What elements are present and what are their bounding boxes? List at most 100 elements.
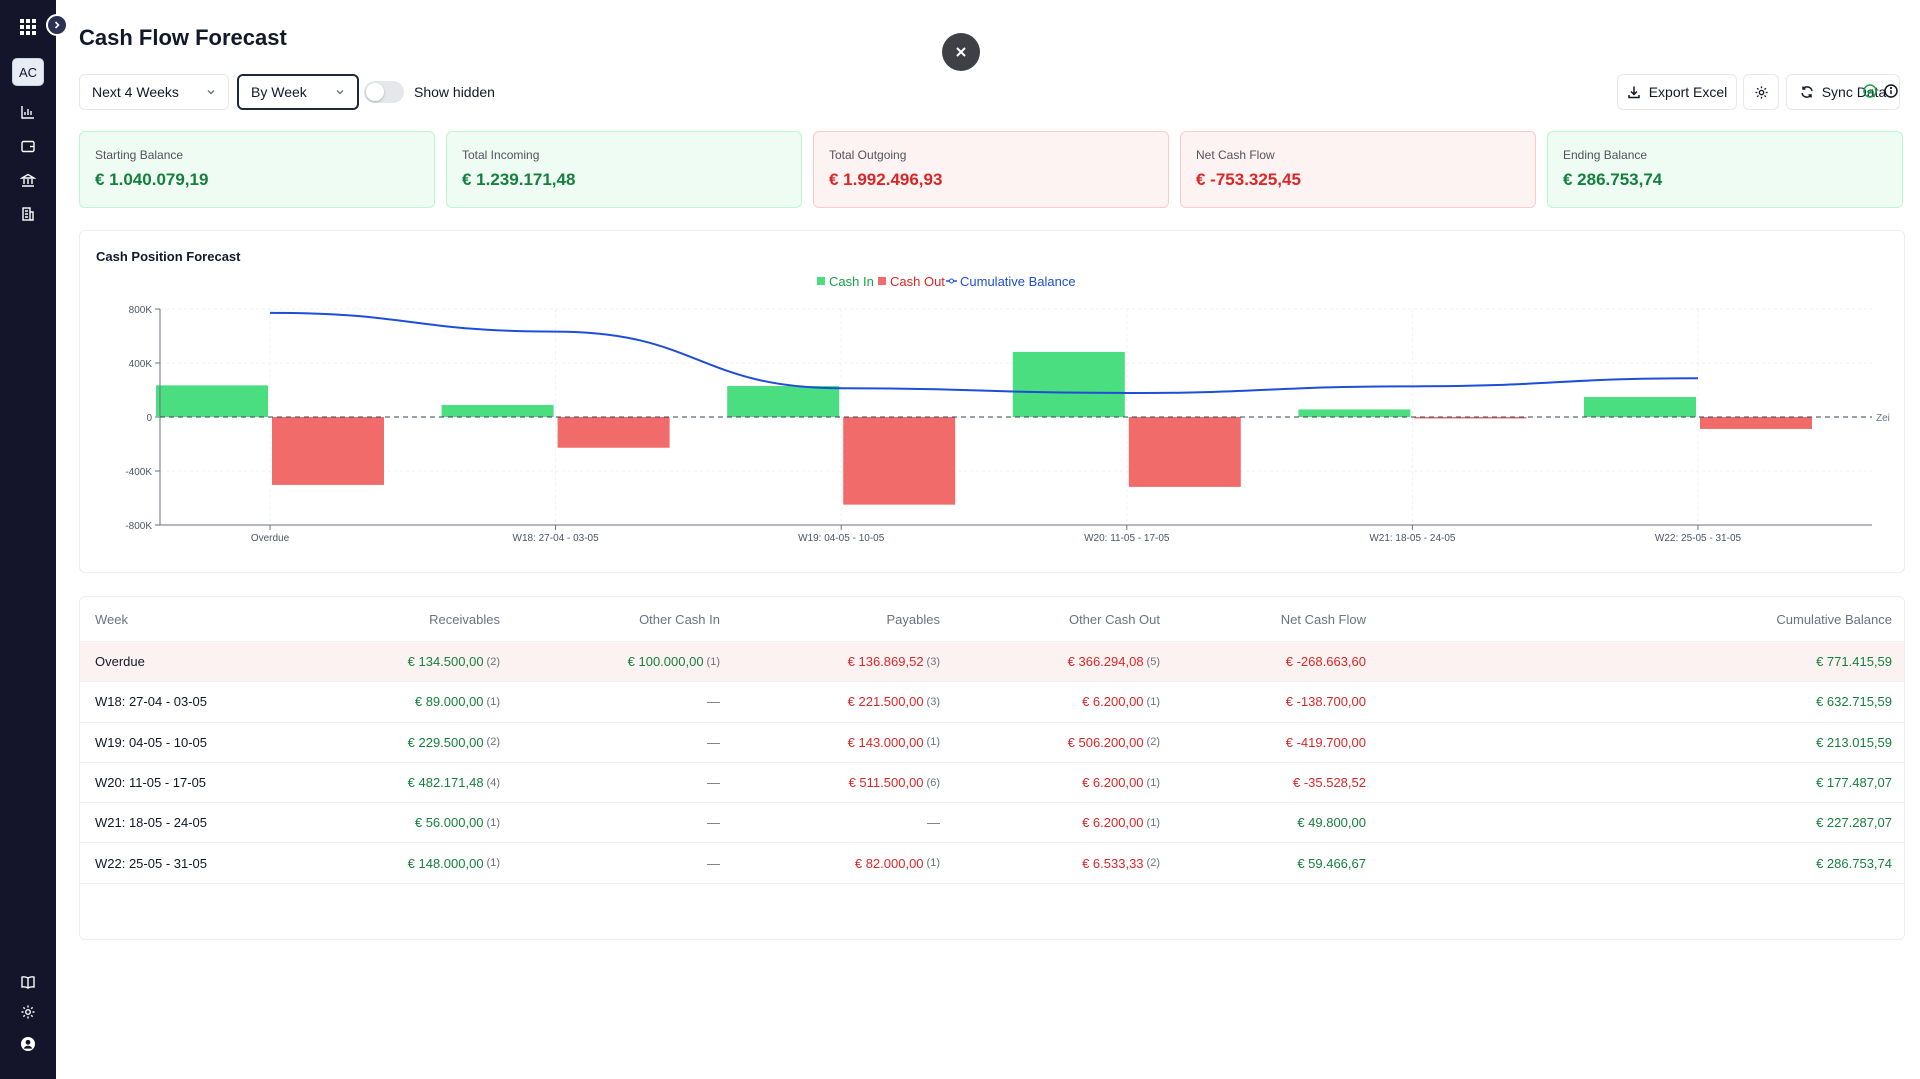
other-in-cell: — [500, 763, 720, 802]
cash-out-bar [557, 417, 670, 448]
card-value: € 1.239.171,48 [462, 170, 576, 189]
column-header[interactable]: Week [95, 611, 128, 627]
other-out-value: € 6.200,00 [1082, 694, 1144, 710]
table-row[interactable]: W20: 11-05 - 17-05 € 482.171,48 (4) — € 511.… [80, 763, 1904, 804]
card-value: € 1.992.496,93 [829, 170, 943, 189]
show-hidden-toggle[interactable] [364, 81, 404, 103]
count-badge: (1) [926, 857, 940, 870]
column-header[interactable]: Receivables [429, 611, 500, 627]
other-out-cell: € 6.200,00 (1) [940, 682, 1160, 721]
x-tick-label: W20: 11-05 - 17-05 [1084, 533, 1170, 544]
gear-icon[interactable] [14, 998, 42, 1026]
legend-label: Cumulative Balance [960, 274, 1076, 289]
count-badge: (3) [926, 655, 940, 668]
other-in-value: € 100.000,00 [627, 654, 704, 670]
net-cell: € -419.700,00 [1160, 723, 1366, 762]
x-tick-label: W21: 18-05 - 24-05 [1369, 533, 1456, 544]
cash-out-bar [843, 417, 956, 505]
net-cash-flow-card: Net Cash Flow € -753.325,45 [1180, 131, 1536, 208]
count-badge: (2) [486, 655, 500, 668]
settings-button[interactable] [1743, 74, 1779, 110]
avatar[interactable]: AC [12, 58, 44, 86]
y-tick-label: 800K [129, 305, 153, 316]
buildings-icon[interactable] [14, 200, 42, 228]
apps-grid-icon[interactable] [14, 13, 42, 41]
count-badge: (1) [706, 655, 720, 668]
week-cell: W18: 27-04 - 03-05 [95, 682, 295, 721]
legend-label: Cash In [829, 274, 874, 289]
column-header[interactable]: Other Cash In [639, 611, 720, 627]
other-in-value: — [707, 734, 720, 750]
column-header[interactable]: Net Cash Flow [1280, 611, 1366, 627]
other-in-cell: — [500, 723, 720, 762]
count-badge: (2) [1146, 857, 1160, 870]
count-badge: (4) [486, 776, 500, 789]
wallet-icon[interactable] [14, 132, 42, 160]
payables-value: € 143.000,00 [847, 734, 924, 750]
sidebar: AC [0, 0, 56, 1079]
other-in-value: — [707, 775, 720, 791]
receivables-value: € 482.171,48 [407, 775, 484, 791]
cash-out-bar [1128, 417, 1241, 487]
y-tick-label: -800K [125, 521, 152, 532]
payables-cell: — [720, 803, 940, 842]
week-value: W20: 11-05 - 17-05 [95, 775, 207, 791]
bank-icon[interactable] [14, 166, 42, 194]
net-cell: € -268.663,60 [1160, 642, 1366, 681]
group-select[interactable]: By Week [237, 74, 359, 110]
other-in-value: — [707, 815, 720, 831]
payables-value: € 511.500,00 [848, 775, 924, 791]
cumulative-value: € 227.287,07 [1816, 815, 1892, 831]
week-cell: W21: 18-05 - 24-05 [95, 803, 295, 842]
other-out-value: € 6.533,33 [1082, 855, 1144, 871]
bar-chart-icon[interactable] [14, 98, 42, 126]
receivables-value: € 134.500,00 [407, 654, 484, 670]
cash-out-bar [272, 417, 384, 485]
close-icon [956, 47, 966, 57]
info-icon[interactable] [1884, 84, 1898, 98]
table-header-row: Week Receivables Other Cash In Payables Othe… [80, 597, 1904, 642]
net-value: € 49.800,00 [1297, 815, 1366, 831]
refresh-icon [1800, 86, 1813, 98]
column-header[interactable]: Other Cash Out [1068, 611, 1160, 627]
export-excel-button[interactable]: Export Excel [1617, 74, 1737, 110]
period-select[interactable]: Next 4 Weeks [79, 74, 229, 110]
other-in-cell: — [500, 844, 720, 883]
x-tick-label: W19: 04-05 - 10-05 [798, 533, 885, 544]
count-badge: (1) [486, 816, 500, 829]
card-label: Net Cash Flow [1196, 148, 1275, 162]
cumulative-value: € 632.715,59 [1816, 694, 1892, 710]
sidebar-toggle-button[interactable] [46, 14, 68, 36]
cumulative-cell: € 227.287,07 [1366, 803, 1892, 842]
net-cell: € 49.800,00 [1160, 803, 1366, 842]
legend-swatch [878, 277, 886, 285]
user-circle-icon[interactable] [14, 1030, 42, 1058]
book-icon[interactable] [14, 968, 42, 996]
other-out-cell: € 6.533,33 (2) [940, 844, 1160, 883]
sync-data-button[interactable]: Sync Data [1786, 74, 1900, 110]
show-hidden-label: Show hidden [414, 84, 495, 100]
cash-in-bar [727, 386, 840, 417]
main-content: Cash Flow Forecast Next 4 Weeks By Week … [56, 0, 1920, 1079]
other-out-cell: € 366.294,08 (5) [940, 642, 1160, 681]
table-row[interactable]: W19: 04-05 - 10-05 € 229.500,00 (2) — € 143.… [80, 723, 1904, 763]
receivables-cell: € 134.500,00 (2) [280, 642, 500, 681]
cumulative-value: € 177.487,07 [1816, 775, 1892, 791]
cash-in-bar [441, 404, 554, 417]
column-header[interactable]: Payables [886, 611, 940, 627]
table-row[interactable]: W21: 18-05 - 24-05 € 56.000,00 (1) — — € 6.20… [80, 803, 1904, 844]
table-row[interactable]: W18: 27-04 - 03-05 € 89.000,00 (1) — € 221.5… [80, 682, 1904, 723]
receivables-cell: € 56.000,00 (1) [280, 803, 500, 842]
other-in-cell: € 100.000,00 (1) [500, 642, 720, 681]
column-header[interactable]: Cumulative Balance [1776, 611, 1892, 627]
receivables-cell: € 148.000,00 (1) [280, 844, 500, 883]
table-row[interactable]: W22: 25-05 - 31-05 € 148.000,00 (1) — € 82.0… [80, 844, 1904, 884]
table-row[interactable]: Overdue € 134.500,00 (2) € 100.000,00 (1) € 1… [80, 642, 1904, 683]
net-value: € 59.466,67 [1297, 855, 1366, 871]
cumulative-cell: € 286.753,74 [1366, 844, 1892, 883]
other-out-cell: € 506.200,00 (2) [940, 723, 1160, 762]
chevron-right-icon [54, 21, 60, 29]
close-button[interactable] [942, 33, 980, 71]
cash-in-bar [156, 385, 268, 417]
cash-position-chart-panel: Cash Position Forecast 800K 400K 0 -400K -80… [79, 230, 1905, 573]
